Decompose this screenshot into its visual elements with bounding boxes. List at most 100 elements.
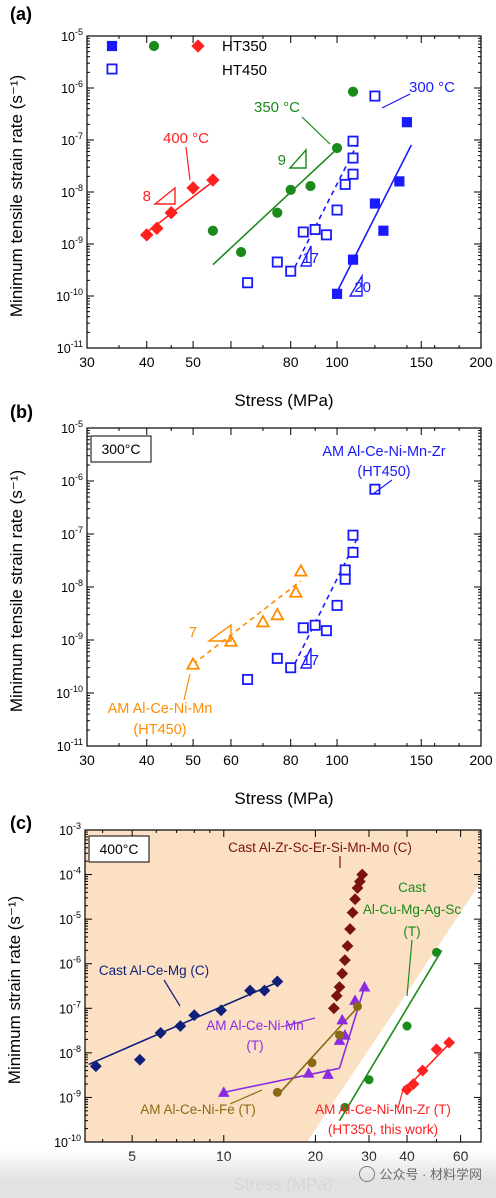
slope-label: 17 xyxy=(302,652,319,669)
x-tick-label: 150 xyxy=(410,752,434,768)
series-cast-al-cu-mg-ag-sc-t- xyxy=(340,947,442,1112)
data-point xyxy=(305,180,316,192)
data-point xyxy=(217,1086,230,1097)
x-tick-label: 100 xyxy=(325,752,349,768)
annotation-label: Cast xyxy=(398,880,426,895)
x-tick-label: 100 xyxy=(325,354,349,370)
slope-label: 17 xyxy=(302,250,319,267)
data-point xyxy=(206,173,220,187)
y-tick-label: 10-5 xyxy=(61,419,83,436)
x-tick-label: 50 xyxy=(185,752,201,768)
unshaded-region xyxy=(307,882,481,1142)
data-point xyxy=(154,1027,167,1039)
annotation-label: Cast Al-Zr-Sc-Er-Si-Mn-Mo (C) xyxy=(228,840,412,855)
data-point xyxy=(358,980,371,992)
slope-triangle xyxy=(206,623,232,642)
slope-triangle xyxy=(153,186,176,205)
y-tick-label: 10-6 xyxy=(61,472,83,489)
data-point xyxy=(331,599,343,611)
temperature-box xyxy=(88,835,150,863)
data-point xyxy=(244,984,256,997)
data-point xyxy=(347,86,359,97)
data-point xyxy=(271,975,284,988)
data-point xyxy=(356,868,369,881)
y-tick-label: 10-10 xyxy=(54,1133,81,1150)
data-point xyxy=(320,229,332,241)
slope-triangle xyxy=(288,148,307,169)
data-point xyxy=(331,204,343,216)
annotation-leader xyxy=(163,979,181,1007)
slope-label: 8 xyxy=(143,188,151,205)
x-tick-label: 200 xyxy=(469,752,493,768)
annotation-leader xyxy=(183,673,191,701)
data-point xyxy=(340,1102,350,1112)
axes-frame xyxy=(86,427,482,747)
annotation-label: (T) xyxy=(246,1038,263,1053)
y-tick-label: 10-5 xyxy=(59,910,81,927)
wechat-icon xyxy=(359,1166,376,1182)
data-point xyxy=(271,256,283,268)
data-point xyxy=(347,135,359,147)
fit-line xyxy=(289,144,358,276)
y-tick-label: 10-11 xyxy=(57,339,83,356)
annotation-leader xyxy=(301,116,331,145)
annotation-label: AM Al-Ce-Ni-Fe (T) xyxy=(140,1102,256,1117)
y-tick-label: 10-5 xyxy=(61,27,83,44)
legend-marker xyxy=(106,40,118,52)
data-point xyxy=(407,1078,420,1090)
y-tick-label: 10-10 xyxy=(56,287,83,304)
x-tick-label: 50 xyxy=(185,354,201,370)
slope-label: 20 xyxy=(354,279,371,296)
slope-triangle xyxy=(299,245,312,267)
data-point xyxy=(401,117,413,128)
y-tick-label: 10-8 xyxy=(61,578,83,595)
data-point xyxy=(293,563,309,577)
legend-marker xyxy=(106,63,118,75)
data-point xyxy=(185,656,201,670)
series-cast-al-ce-mg-c- xyxy=(89,975,284,1073)
data-point xyxy=(333,1034,346,1045)
fit-line xyxy=(192,580,302,665)
data-point xyxy=(347,152,359,164)
data-point xyxy=(432,947,442,957)
temperature-label: 300°C xyxy=(101,441,140,457)
legend: HT350 HT450 xyxy=(106,38,267,79)
axes-frame xyxy=(84,829,482,1143)
y-tick-label: 10-9 xyxy=(61,235,83,252)
data-point xyxy=(336,1013,349,1025)
annotation-leader xyxy=(185,146,191,181)
background-region xyxy=(85,830,481,1142)
y-axis-label: Minimum tensile strain rate (s⁻¹) xyxy=(7,75,26,317)
watermark-bar xyxy=(0,1150,496,1198)
legend-label: HT450 xyxy=(222,62,267,79)
data-point xyxy=(341,940,354,952)
data-point xyxy=(402,1021,412,1031)
data-point xyxy=(288,584,304,598)
data-point xyxy=(285,184,296,195)
x-tick-label: 150 xyxy=(410,354,434,370)
data-point xyxy=(89,1060,102,1073)
fit-lines xyxy=(192,538,358,673)
fit-lines xyxy=(141,144,413,293)
fit-line xyxy=(223,1067,340,1094)
y-tick-label: 10-8 xyxy=(59,1044,81,1061)
data-point xyxy=(378,225,389,236)
data-point xyxy=(272,1087,282,1097)
data-point xyxy=(346,906,359,919)
panel-label: (c) xyxy=(10,813,32,833)
data-point xyxy=(150,221,164,236)
data-point xyxy=(336,967,349,980)
data-point xyxy=(347,546,359,558)
data-point xyxy=(270,607,285,621)
x-axis-label: Stress (MPa) xyxy=(234,789,333,808)
data-point xyxy=(258,984,271,997)
data-point xyxy=(320,625,332,637)
x-tick-label: 40 xyxy=(139,354,155,370)
x-tick-label: 80 xyxy=(283,354,299,370)
annotation-label: 400 °C xyxy=(163,130,209,147)
slope-triangle xyxy=(299,647,312,669)
series-cast-al-zr-sc-er-si-mn-mo-c- xyxy=(327,868,369,1015)
annotation-label: (HT450) xyxy=(133,722,186,738)
annotation-leader xyxy=(381,93,411,109)
